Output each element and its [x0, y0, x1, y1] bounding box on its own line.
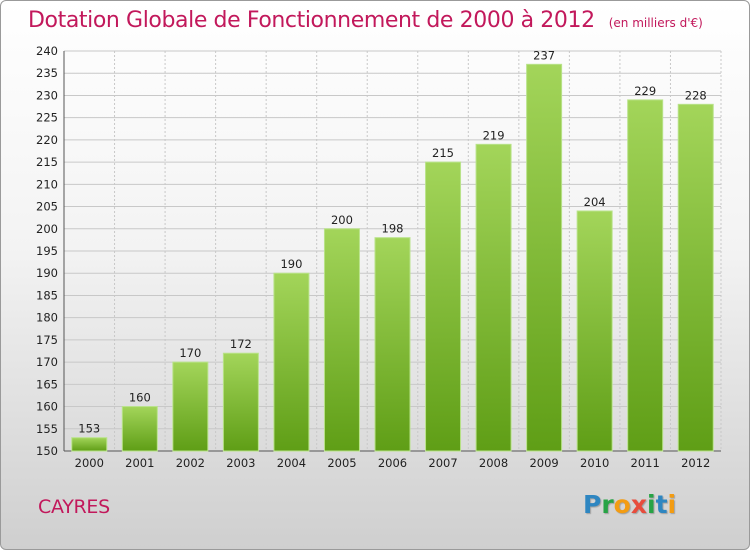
- y-tick-label: 195: [36, 244, 58, 258]
- bar[interactable]: [677, 103, 714, 452]
- x-tick-label: 2006: [378, 456, 407, 470]
- bar[interactable]: [475, 143, 512, 452]
- chart-title: Dotation Globale de Fonctionnement de 20…: [28, 8, 703, 33]
- bar-value-label: 160: [129, 391, 151, 405]
- y-tick-label: 200: [36, 222, 58, 236]
- commune-name: CAYRES: [38, 496, 110, 518]
- y-tick-label: 235: [36, 66, 58, 80]
- x-tick-label: 2003: [226, 456, 255, 470]
- logo-letter: t: [655, 490, 668, 519]
- y-tick-label: 220: [36, 133, 58, 147]
- logo-letter: x: [630, 490, 647, 519]
- bar[interactable]: [576, 210, 613, 452]
- y-tick-label: 215: [36, 155, 58, 169]
- bar-value-label: 228: [685, 88, 707, 102]
- y-tick-label: 225: [36, 111, 58, 125]
- x-tick-label: 2008: [479, 456, 508, 470]
- x-tick-label: 2012: [681, 456, 710, 470]
- logo-letter: P: [583, 490, 602, 519]
- y-tick-label: 180: [36, 311, 58, 325]
- y-tick-label: 230: [36, 88, 58, 102]
- chart-subtitle: (en milliers d'€): [608, 16, 703, 30]
- bar-value-label: 153: [78, 422, 100, 436]
- bar-value-label: 204: [584, 195, 606, 209]
- x-tick-label: 2000: [75, 456, 104, 470]
- x-tick-label: 2005: [327, 456, 356, 470]
- bar[interactable]: [374, 237, 411, 452]
- bar[interactable]: [172, 361, 209, 452]
- bar-value-label: 219: [483, 128, 505, 142]
- chart-title-text: Dotation Globale de Fonctionnement de 20…: [28, 8, 595, 33]
- bar[interactable]: [526, 63, 563, 452]
- x-tick-label: 2004: [277, 456, 306, 470]
- y-tick-label: 150: [36, 444, 58, 458]
- bar[interactable]: [323, 228, 360, 452]
- bar-value-label: 200: [331, 213, 353, 227]
- logo-letter: i: [647, 490, 656, 519]
- bar-value-label: 229: [634, 84, 656, 98]
- bar-value-label: 198: [382, 222, 404, 236]
- bar-value-label: 215: [432, 146, 454, 160]
- bar[interactable]: [273, 272, 310, 452]
- bar[interactable]: [425, 161, 462, 452]
- x-tick-label: 2002: [176, 456, 205, 470]
- logo-letter: o: [613, 490, 631, 519]
- bar[interactable]: [222, 352, 259, 452]
- bar-value-label: 170: [179, 346, 201, 360]
- x-tick-label: 2009: [529, 456, 558, 470]
- logo-letter: i: [667, 490, 677, 519]
- y-tick-label: 165: [36, 377, 58, 391]
- bar[interactable]: [627, 99, 664, 452]
- y-tick-label: 175: [36, 333, 58, 347]
- bar[interactable]: [71, 437, 108, 452]
- bar[interactable]: [121, 406, 158, 452]
- logo-letter: r: [601, 490, 614, 519]
- y-tick-label: 170: [36, 355, 58, 369]
- bar-value-label: 237: [533, 48, 555, 62]
- x-tick-label: 2010: [580, 456, 609, 470]
- y-tick-label: 160: [36, 400, 58, 414]
- x-tick-label: 2001: [125, 456, 154, 470]
- bars: [71, 63, 714, 452]
- y-tick-label: 210: [36, 177, 58, 191]
- bar-value-label: 190: [280, 257, 302, 271]
- y-tick-label: 205: [36, 200, 58, 214]
- y-tick-label: 155: [36, 422, 58, 436]
- y-tick-label: 190: [36, 266, 58, 280]
- x-tick-label: 2007: [428, 456, 457, 470]
- labels: 150 155 160 165 170 175 180 185 190 195 200 205 210 2…: [36, 44, 710, 470]
- proxiti-logo[interactable]: Proxiti: [583, 490, 676, 519]
- y-tick-label: 185: [36, 288, 58, 302]
- bar-value-label: 172: [230, 337, 252, 351]
- x-tick-label: 2011: [631, 456, 660, 470]
- y-tick-label: 240: [36, 44, 58, 58]
